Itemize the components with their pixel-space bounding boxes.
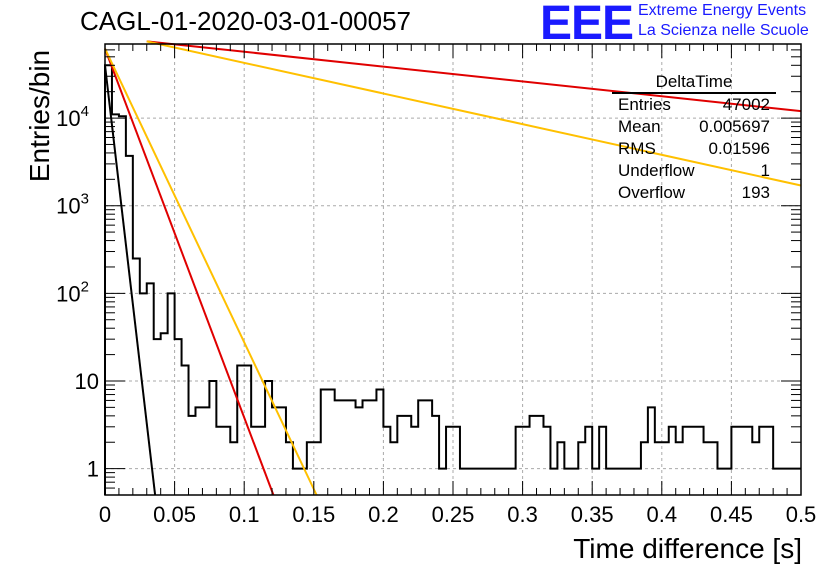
x-axis-label: Time difference [s]: [573, 533, 802, 564]
stats-value: 193: [741, 183, 770, 202]
stats-label: Mean: [618, 117, 661, 136]
stats-row-overflow: Overflow 193: [612, 182, 776, 204]
x-tick-label: 0.2: [368, 502, 399, 527]
histogram-line: [104, 64, 801, 495]
stats-title: DeltaTime: [612, 72, 776, 94]
stats-row-mean: Mean 0.005697: [612, 116, 776, 138]
stats-value: 0.01596: [708, 139, 770, 158]
eee-logo: EEE: [540, 0, 634, 50]
fit-line-1: [104, 48, 275, 496]
stats-row-rms: RMS 0.01596: [612, 138, 776, 160]
y-tick-label: 103: [56, 191, 89, 219]
fit-line-4: [146, 40, 802, 187]
stats-value: 1: [760, 161, 770, 180]
y-axis-label: Entries/bin: [24, 49, 55, 183]
x-tick-label: 0.1: [229, 502, 260, 527]
chart-title: CAGL-01-2020-03-01-00057: [80, 6, 411, 36]
y-tick-label: 104: [56, 103, 89, 131]
x-tick-label: 0.35: [571, 502, 614, 527]
x-tick-label: 0.05: [153, 502, 196, 527]
stats-value: 0.005697: [699, 117, 770, 136]
stats-row-underflow: Underflow 1: [612, 160, 776, 182]
stats-value: 47002: [722, 95, 770, 114]
y-tick-label: 10: [75, 369, 99, 394]
x-tick-label: 0.15: [292, 502, 335, 527]
fit-line-3: [146, 40, 802, 113]
stats-row-entries: Entries 47002: [612, 94, 776, 116]
x-tick-label: 0.5: [786, 502, 817, 527]
stats-label: Underflow: [618, 161, 695, 180]
logo-text-line2: La Scienza nelle Scuole: [638, 22, 809, 39]
stats-label: Overflow: [618, 183, 686, 202]
x-tick-label: 0.45: [710, 502, 753, 527]
axis-ticks: 0 0.05 0.1 0.15 0.2 0.25 0.3 0.35 0.4 0.45 0.5 1 10 1…: [56, 43, 817, 527]
x-tick-label: 0.4: [647, 502, 678, 527]
x-tick-label: 0.3: [507, 502, 538, 527]
fit-lines: [104, 40, 802, 496]
fit-line-2: [104, 48, 318, 496]
x-tick-label: 0: [99, 502, 111, 527]
stats-box: DeltaTime Entries 47002 Mean 0.005697 RM…: [612, 72, 776, 204]
fit-line-0: [104, 65, 157, 496]
logo-text-line1: Extreme Energy Events: [638, 2, 807, 19]
y-tick-label: 102: [56, 278, 89, 306]
stats-label: RMS: [618, 139, 656, 158]
y-tick-label: 1: [87, 457, 99, 482]
stats-label: Entries: [618, 95, 671, 114]
histogram-series: [104, 64, 801, 495]
x-tick-label: 0.25: [432, 502, 475, 527]
